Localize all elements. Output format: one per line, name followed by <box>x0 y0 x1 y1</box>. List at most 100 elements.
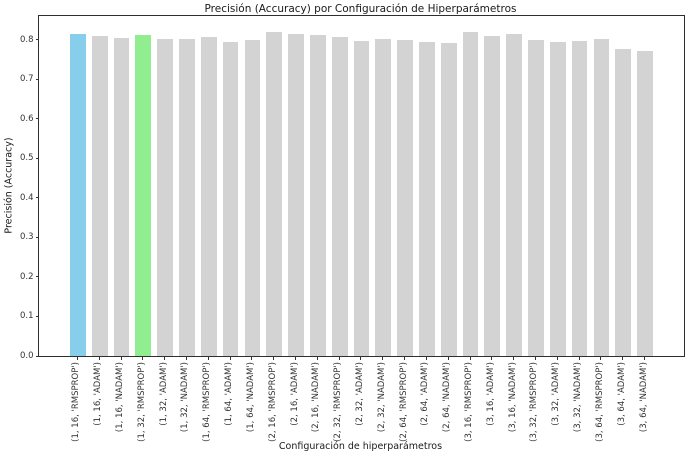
y-tick-label: 0.2 <box>19 271 34 282</box>
bar-slot <box>220 16 242 356</box>
x-tick-label: (2, 16, 'NADAM') <box>311 362 322 433</box>
bar <box>506 34 522 356</box>
bar <box>375 39 392 356</box>
x-tick-label: (2, 64, 'RMSPROP') <box>398 362 409 442</box>
bar <box>571 41 588 356</box>
x-tick-label: (1, 16, 'RMSPROP') <box>71 362 82 442</box>
bar <box>113 38 130 356</box>
x-tick-label: (3, 16, 'RMSPROP') <box>464 362 475 442</box>
bar <box>157 38 173 356</box>
bar-slot <box>351 16 373 356</box>
y-tick: 0.0 <box>20 351 39 361</box>
bar <box>244 40 261 356</box>
x-tick-label: (1, 16, 'ADAM') <box>93 362 104 426</box>
x-tick-slot: (3, 64, 'RMSPROP') <box>590 356 612 442</box>
y-tick: 0.6 <box>20 114 39 124</box>
bar-slot <box>329 16 351 356</box>
x-tick-label: (2, 32, 'NADAM') <box>376 362 387 433</box>
x-tick-slot: (3, 16, 'NADAM') <box>502 356 524 442</box>
x-tick-label: (1, 32, 'ADAM') <box>158 362 169 426</box>
bar-slot <box>634 16 656 356</box>
x-tick-slot: (3, 32, 'RMSPROP') <box>524 356 546 442</box>
x-tick-slot: (2, 64, 'NADAM') <box>437 356 459 442</box>
x-tick-label: (1, 64, 'RMSPROP') <box>202 362 213 442</box>
x-tick-slot: (1, 16, 'NADAM') <box>110 356 132 442</box>
x-tick-label: (2, 16, 'ADAM') <box>289 362 300 426</box>
x-tick-label: (2, 32, 'RMSPROP') <box>333 362 344 442</box>
x-tick-slot: (3, 32, 'NADAM') <box>568 356 590 442</box>
bar-slot <box>285 16 307 356</box>
bar-slot <box>307 16 329 356</box>
bar <box>484 35 501 356</box>
x-tick-slot: (2, 32, 'NADAM') <box>371 356 393 442</box>
bar <box>200 37 217 356</box>
bar <box>440 42 457 356</box>
x-tick-slot: (2, 32, 'ADAM') <box>350 356 372 442</box>
x-tick-labels: (1, 16, 'RMSPROP') (1, 16, 'ADAM') (1, 16,… <box>38 356 683 442</box>
y-tick: 0.5 <box>20 153 39 163</box>
x-tick-slot: (1, 64, 'ADAM') <box>219 356 241 442</box>
bar <box>462 32 479 356</box>
y-tick-label: 0.1 <box>19 311 34 322</box>
x-tick-slot: (1, 32, 'NADAM') <box>175 356 197 442</box>
bar-slot <box>591 16 613 356</box>
x-axis-label: Configuración de hiperparámetros <box>278 441 443 452</box>
bar-slot <box>416 16 438 356</box>
y-tick-label: 0.7 <box>19 74 34 85</box>
x-tick-label: (2, 64, 'ADAM') <box>420 362 431 426</box>
x-tick-slot: (2, 16, 'RMSPROP') <box>262 356 284 442</box>
y-tick: 0.8 <box>20 35 39 45</box>
bar <box>266 31 283 356</box>
y-tick-label: 0.6 <box>19 113 34 124</box>
x-tick-label: (1, 64, 'ADAM') <box>224 362 235 426</box>
x-tick-label: (3, 32, 'NADAM') <box>573 362 584 433</box>
bar-slot <box>154 16 176 356</box>
x-tick-slot: (1, 64, 'RMSPROP') <box>197 356 219 442</box>
bar <box>179 39 195 356</box>
bar-slot <box>569 16 591 356</box>
bar-slot <box>438 16 460 356</box>
bar <box>331 36 348 356</box>
bar <box>637 51 653 356</box>
bar-slot <box>372 16 394 356</box>
bar-slot <box>503 16 525 356</box>
bar <box>593 39 610 356</box>
bar-slot <box>198 16 220 356</box>
bar <box>288 33 304 356</box>
bar <box>135 34 152 356</box>
y-tick: 0.2 <box>20 272 39 282</box>
y-tick-label: 0.5 <box>19 153 34 164</box>
y-tick-label: 0.0 <box>19 351 34 361</box>
bar-slot <box>132 16 154 356</box>
plot-area: 0.0 0.1 0.2 0.3 0.4 0.5 0.6 0.7 0.8 <box>20 15 685 361</box>
x-tick-label: (1, 16, 'NADAM') <box>115 362 126 433</box>
x-tick-label: (1, 32, 'RMSPROP') <box>136 362 147 442</box>
y-tick-label: 0.4 <box>19 192 34 203</box>
x-tick-slot: (1, 16, 'RMSPROP') <box>66 356 88 442</box>
bar <box>615 49 632 356</box>
y-tick: 0.1 <box>20 311 39 321</box>
bar-slot <box>67 16 89 356</box>
x-tick-slot: (1, 64, 'NADAM') <box>241 356 263 442</box>
y-tick-label: 0.8 <box>19 34 34 45</box>
x-tick-label: (3, 16, 'ADAM') <box>485 362 496 426</box>
x-tick-slot: (3, 16, 'RMSPROP') <box>459 356 481 442</box>
bar-slot <box>612 16 634 356</box>
x-tick-label: (3, 32, 'ADAM') <box>551 362 562 426</box>
bar-slot <box>176 16 198 356</box>
x-tick-label: (3, 32, 'RMSPROP') <box>529 362 540 442</box>
bar <box>91 36 108 356</box>
x-tick-label: (3, 64, 'NADAM') <box>638 362 649 433</box>
bars-layer <box>39 16 684 356</box>
x-tick-slot: (3, 32, 'ADAM') <box>546 356 568 442</box>
y-axis-label: Precisión (Accuracy) <box>3 136 15 234</box>
y-tick-label: 0.3 <box>19 232 34 243</box>
x-tick-label: (2, 64, 'NADAM') <box>442 362 453 433</box>
bar <box>70 33 86 356</box>
x-tick-slot: (3, 16, 'ADAM') <box>480 356 502 442</box>
bar-slot <box>394 16 416 356</box>
x-tick-label: (1, 32, 'NADAM') <box>180 362 191 433</box>
bar-slot <box>481 16 503 356</box>
x-tick-slot: (1, 16, 'ADAM') <box>88 356 110 442</box>
